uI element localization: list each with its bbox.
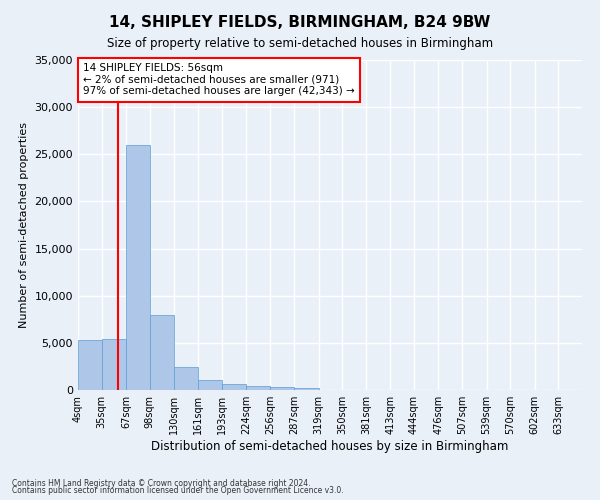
Text: 14 SHIPLEY FIELDS: 56sqm
← 2% of semi-detached houses are smaller (971)
97% of s: 14 SHIPLEY FIELDS: 56sqm ← 2% of semi-de…: [83, 64, 355, 96]
Bar: [223, 384, 246, 390]
Bar: [174, 368, 198, 390]
Bar: [101, 339, 126, 390]
Bar: [198, 380, 223, 390]
Text: Size of property relative to semi-detached houses in Birmingham: Size of property relative to semi-detach…: [107, 38, 493, 51]
Bar: [246, 386, 271, 390]
Text: Contains HM Land Registry data © Crown copyright and database right 2024.: Contains HM Land Registry data © Crown c…: [12, 478, 311, 488]
Bar: [294, 388, 319, 390]
Text: 14, SHIPLEY FIELDS, BIRMINGHAM, B24 9BW: 14, SHIPLEY FIELDS, BIRMINGHAM, B24 9BW: [109, 15, 491, 30]
Bar: [126, 145, 150, 390]
Text: Contains public sector information licensed under the Open Government Licence v3: Contains public sector information licen…: [12, 486, 344, 495]
Y-axis label: Number of semi-detached properties: Number of semi-detached properties: [19, 122, 29, 328]
Bar: [78, 340, 101, 390]
X-axis label: Distribution of semi-detached houses by size in Birmingham: Distribution of semi-detached houses by …: [151, 440, 509, 453]
Bar: [150, 314, 174, 390]
Bar: [271, 388, 294, 390]
